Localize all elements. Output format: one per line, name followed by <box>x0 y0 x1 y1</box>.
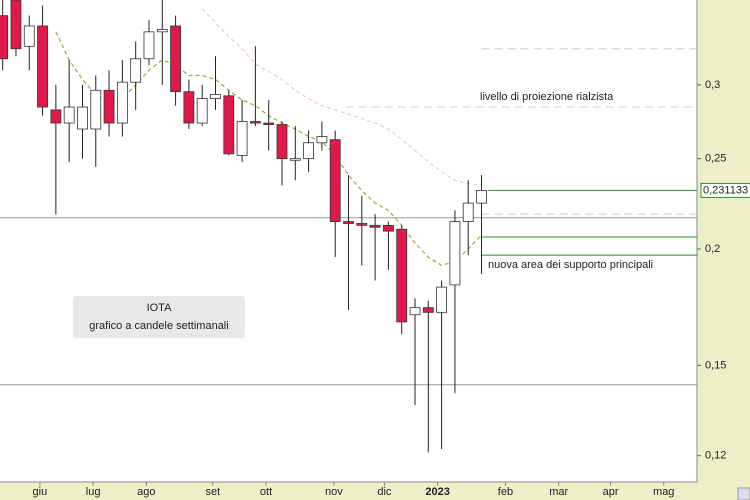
moving-average <box>201 8 482 187</box>
candle-body <box>263 122 275 125</box>
candle-body <box>249 121 261 124</box>
candle-body <box>90 89 102 130</box>
y-tick-label: 0,2 <box>705 243 720 255</box>
y-tick-label: 0,12 <box>705 450 726 462</box>
y-tick-label: 0,3 <box>705 79 720 91</box>
annotation: nuova area dei supporto principali <box>488 259 653 271</box>
candle-body <box>383 224 394 232</box>
candle-body <box>63 106 75 124</box>
candle-body <box>156 29 168 33</box>
candle-body <box>223 95 235 155</box>
candle-body <box>476 190 487 204</box>
x-tick-label: giu <box>33 486 48 498</box>
candle-body <box>143 31 155 60</box>
x-tick-label: feb <box>498 486 513 498</box>
candle-body <box>170 25 181 93</box>
scroll-button[interactable] <box>737 487 750 500</box>
price-tag: 0,231133 <box>703 184 748 196</box>
candle-body <box>343 221 354 224</box>
candle-body <box>329 139 341 222</box>
x-tick-label: lug <box>86 486 101 498</box>
x-tick-label: ott <box>260 486 272 498</box>
x-tick-label: ago <box>137 486 155 498</box>
candle-body <box>409 307 421 316</box>
annotation: livello di proiezione rialzista <box>480 91 614 103</box>
candle-body <box>130 58 142 83</box>
info-box <box>73 296 245 338</box>
candle-body <box>37 25 48 108</box>
candle-body <box>356 223 368 226</box>
x-tick-label: mag <box>653 486 674 498</box>
candle-body <box>289 158 301 161</box>
y-tick-label: 0,15 <box>705 359 726 371</box>
candle-body <box>316 136 328 144</box>
candle-body <box>183 91 195 124</box>
x-tick-label: dic <box>377 486 392 498</box>
candle-body <box>236 121 248 156</box>
candle-body <box>369 224 381 228</box>
box-subtitle: grafico a candele settimanali <box>89 320 228 332</box>
candle-body <box>436 286 448 313</box>
candle-body <box>23 25 35 47</box>
candle-body <box>276 124 288 160</box>
candle-body <box>116 81 128 124</box>
candle-body <box>422 307 434 313</box>
candle-body <box>396 228 408 323</box>
candle-body <box>462 202 474 222</box>
candle-body <box>10 0 22 50</box>
candle-body <box>196 98 208 124</box>
price-tag-box <box>700 182 750 198</box>
candle-body <box>0 15 9 60</box>
x-tick-label: apr <box>603 486 619 498</box>
candle-body <box>210 94 221 99</box>
x-tick-label: nov <box>325 486 343 498</box>
candle-body <box>103 89 115 124</box>
x-tick-label: 2023 <box>425 486 449 498</box>
candle-body <box>50 109 62 124</box>
box-title: IOTA <box>147 302 173 314</box>
x-tick-label: set <box>205 486 220 498</box>
x-tick-label: mar <box>549 486 568 498</box>
candle-body <box>303 142 314 160</box>
candle-body <box>77 106 88 130</box>
candle-body <box>449 221 461 286</box>
y-tick-label: 0,25 <box>705 153 726 165</box>
